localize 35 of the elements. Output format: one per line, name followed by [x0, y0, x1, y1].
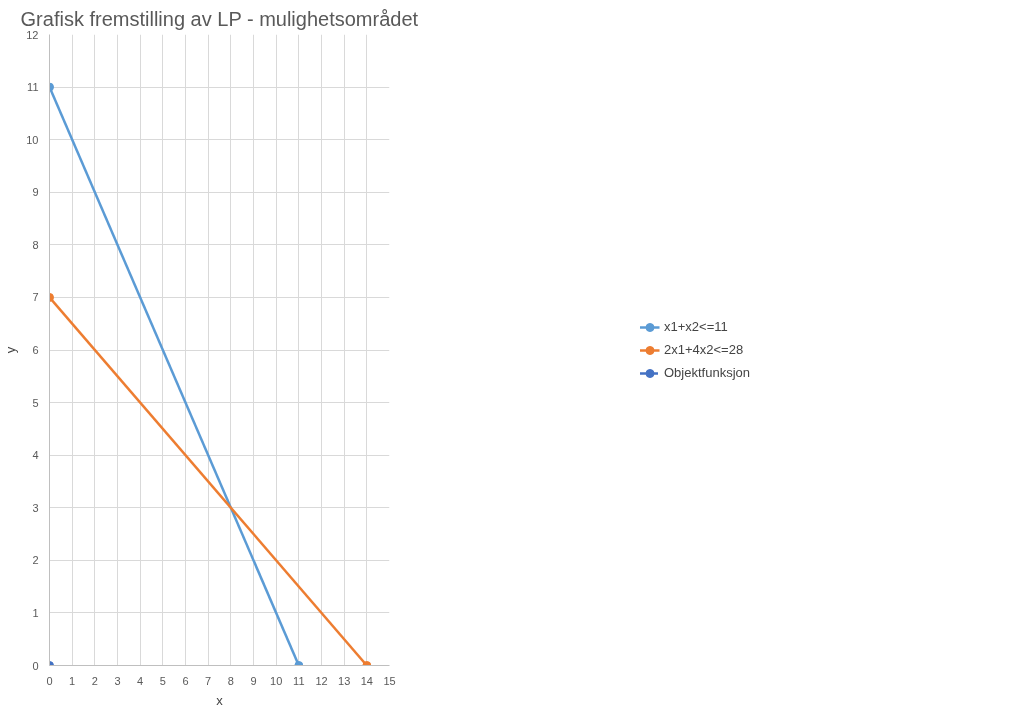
y-tick-label: 1	[32, 606, 39, 619]
legend-label: Objektfunksjon	[664, 365, 750, 380]
x-tick-label: 1	[69, 674, 76, 687]
x-tick-label: 11	[293, 674, 305, 687]
x-tick-label: 9	[250, 674, 257, 687]
x-tick-label: 14	[360, 674, 373, 687]
y-tick-label: 6	[32, 344, 39, 356]
x-tick-label: 3	[114, 674, 121, 687]
x-tick-label: 8	[227, 674, 234, 687]
y-tick-label: 12	[26, 28, 39, 41]
x-tick-label: 5	[159, 674, 166, 687]
y-axis-title: y	[3, 346, 19, 354]
x-tick-label: 2	[91, 674, 98, 687]
legend-label: 2x1+4x2<=28	[664, 342, 744, 357]
x-axis-title: x	[216, 692, 224, 708]
y-tick-label: 2	[32, 554, 39, 567]
x-tick-label: 15	[383, 674, 396, 687]
y-tick-label: 4	[32, 449, 39, 462]
x-tick-label: 0	[46, 674, 53, 687]
x-tick-label: 6	[182, 674, 189, 687]
y-tick-label: 3	[32, 501, 39, 514]
y-tick-label: 7	[32, 291, 39, 304]
y-tick-label: 0	[32, 659, 39, 672]
y-tick-label: 11	[27, 81, 39, 94]
x-tick-label: 10	[270, 674, 283, 687]
y-tick-label: 9	[32, 186, 39, 199]
x-tick-label: 13	[338, 674, 351, 687]
chart-title: Grafisk fremstilling av LP - mulighetsområdet	[20, 7, 419, 30]
y-tick-label: 5	[32, 396, 39, 409]
x-tick-label: 12	[315, 674, 328, 687]
y-tick-label: 8	[32, 238, 39, 251]
x-tick-label: 7	[205, 674, 212, 687]
x-tick-label: 4	[137, 674, 144, 687]
legend-label: x1+x2<=11	[664, 319, 728, 334]
y-tick-label: 10	[26, 133, 39, 146]
